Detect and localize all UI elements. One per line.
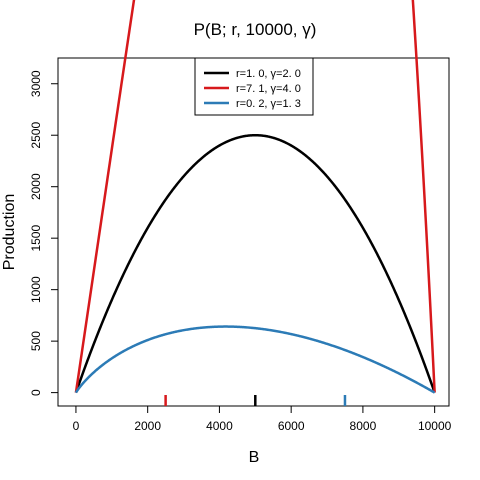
y-tick-label: 0 — [29, 389, 43, 396]
x-axis: 0 2000 4000 6000 8000 10000 — [73, 405, 452, 433]
y-axis-title: Production — [1, 194, 18, 271]
legend-label: r=0. 2, γ=1. 3 — [236, 98, 301, 110]
y-tick-label: 3000 — [29, 70, 43, 97]
rug-layer — [164, 395, 347, 406]
y-tick-label: 1500 — [29, 225, 43, 252]
series-line-3 — [74, 325, 436, 394]
series-line-1 — [74, 133, 436, 394]
x-tick-label: 0 — [73, 419, 80, 433]
y-tick-label: 500 — [29, 331, 43, 351]
x-tick-label: 8000 — [350, 419, 377, 433]
x-tick-label: 6000 — [278, 419, 305, 433]
legend-box — [194, 57, 314, 116]
chart-title: P(B; r, 10000, γ) — [194, 20, 317, 39]
x-tick-label: 2000 — [134, 419, 161, 433]
y-tick-label: 2000 — [29, 173, 43, 200]
y-tick-label: 2500 — [29, 122, 43, 149]
y-tick-label: 1000 — [29, 276, 43, 303]
legend-label: r=7. 1, γ=4. 0 — [236, 83, 301, 95]
legend-label: r=1. 0, γ=2. 0 — [236, 68, 301, 80]
x-tick-label: 10000 — [418, 419, 452, 433]
series-layer — [74, 0, 436, 394]
x-axis-title: B — [249, 449, 260, 466]
legend: r=1. 0, γ=2. 0 r=7. 1, γ=4. 0 r=0. 2, γ=1.… — [194, 57, 314, 116]
y-axis: 0 500 1000 1500 2000 2500 3000 — [29, 70, 59, 396]
x-tick-label: 4000 — [206, 419, 233, 433]
